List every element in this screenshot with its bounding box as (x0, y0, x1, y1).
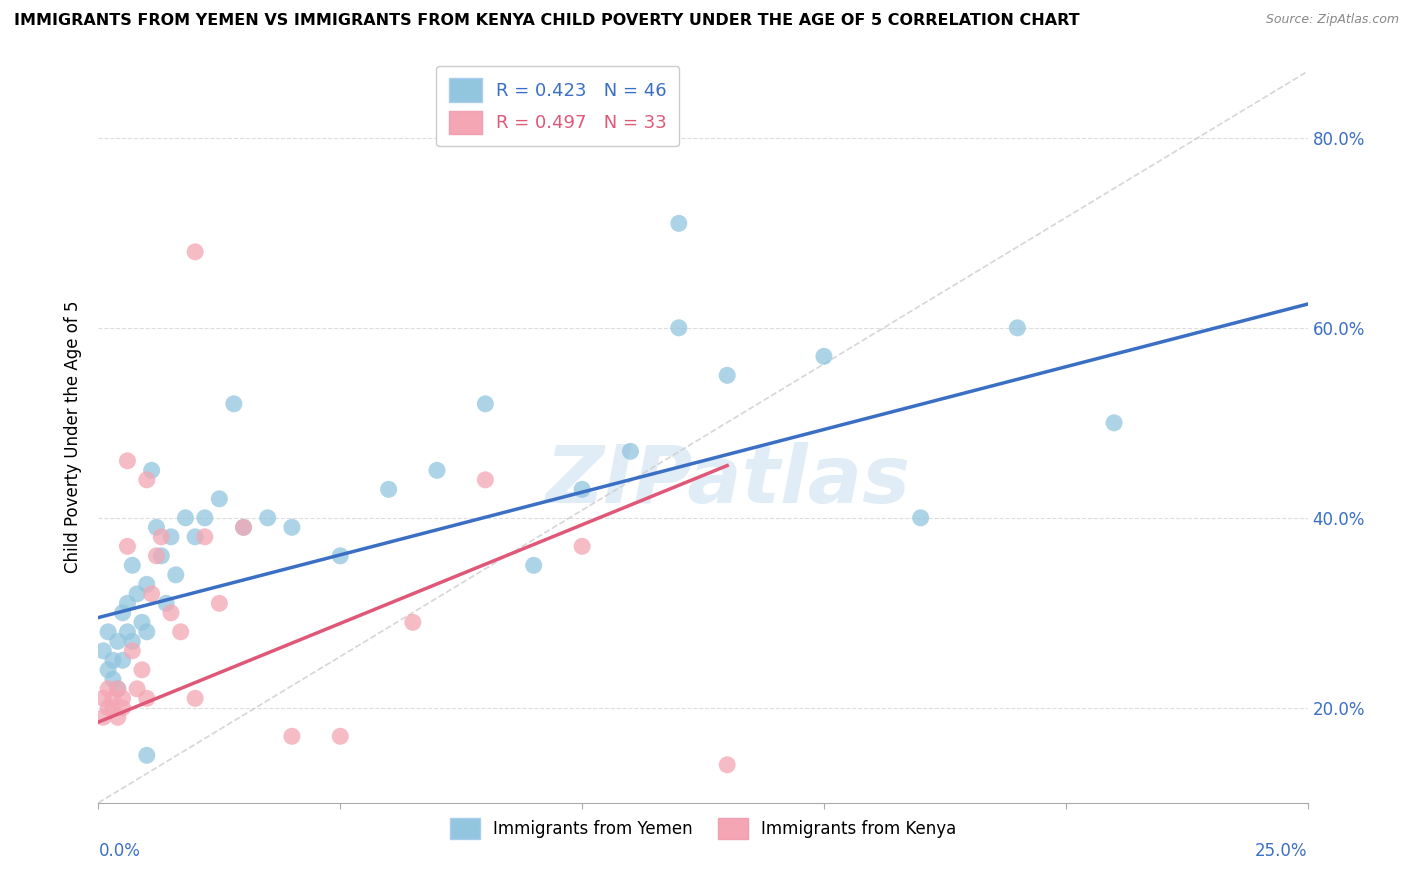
Point (377, 483, 399, 497)
Point (135, 577, 157, 591)
Point (523, 558, 546, 573)
Point (135, 748, 157, 763)
Point (716, 368, 738, 383)
Point (135, 473, 157, 487)
Point (107, 681, 129, 696)
Point (426, 463, 449, 477)
Point (668, 321, 690, 335)
Point (184, 244, 207, 259)
Point (174, 511, 197, 525)
Text: 0.0%: 0.0% (98, 842, 141, 860)
Point (141, 463, 163, 477)
Point (474, 397, 496, 411)
Point (131, 663, 153, 677)
Point (571, 539, 593, 553)
Point (155, 596, 177, 610)
Point (101, 701, 124, 715)
Point (107, 681, 129, 696)
Point (571, 483, 593, 497)
Point (329, 729, 352, 743)
Point (97, 663, 120, 677)
Point (232, 520, 254, 534)
Point (165, 567, 187, 582)
Point (813, 349, 835, 363)
Point (1007, 321, 1029, 335)
Point (117, 624, 139, 639)
Point (145, 549, 167, 563)
Point (619, 444, 641, 458)
Point (194, 511, 217, 525)
Point (208, 491, 231, 506)
Point (150, 549, 173, 563)
Point (256, 511, 278, 525)
Point (111, 701, 134, 715)
Point (716, 757, 738, 772)
Point (111, 606, 134, 620)
Point (107, 710, 129, 724)
Point (141, 587, 163, 601)
Point (169, 624, 191, 639)
Point (184, 530, 207, 544)
Point (121, 634, 143, 648)
Point (107, 634, 129, 648)
Point (117, 596, 139, 610)
Point (135, 624, 157, 639)
Text: ZIPatlas: ZIPatlas (544, 442, 910, 520)
Text: 25.0%: 25.0% (1256, 842, 1308, 860)
Point (194, 530, 217, 544)
Point (127, 587, 149, 601)
Legend: Immigrants from Yemen, Immigrants from Kenya: Immigrants from Yemen, Immigrants from K… (443, 811, 963, 846)
Point (222, 397, 245, 411)
Point (111, 691, 134, 706)
Point (117, 454, 139, 468)
Point (111, 653, 134, 667)
Point (97, 681, 120, 696)
Point (232, 520, 254, 534)
Point (1102, 416, 1125, 430)
Point (474, 473, 496, 487)
Point (402, 615, 425, 630)
Point (208, 596, 231, 610)
Text: Source: ZipAtlas.com: Source: ZipAtlas.com (1265, 13, 1399, 27)
Point (97, 624, 120, 639)
Point (145, 520, 167, 534)
Point (91, 691, 114, 706)
Point (97, 701, 120, 715)
Point (150, 530, 173, 544)
Point (910, 511, 932, 525)
Point (281, 520, 304, 534)
Point (91, 644, 114, 658)
Point (160, 606, 183, 620)
Text: IMMIGRANTS FROM YEMEN VS IMMIGRANTS FROM KENYA CHILD POVERTY UNDER THE AGE OF 5 : IMMIGRANTS FROM YEMEN VS IMMIGRANTS FROM… (14, 13, 1080, 29)
Point (101, 653, 124, 667)
Point (101, 691, 124, 706)
Point (91, 710, 114, 724)
Point (121, 644, 143, 658)
Point (160, 530, 183, 544)
Point (184, 691, 207, 706)
Point (131, 615, 153, 630)
Y-axis label: Child Poverty Under the Age of 5: Child Poverty Under the Age of 5 (65, 301, 83, 574)
Point (127, 681, 149, 696)
Point (281, 729, 304, 743)
Point (668, 216, 690, 230)
Point (121, 558, 143, 573)
Point (101, 673, 124, 687)
Point (117, 539, 139, 553)
Point (135, 691, 157, 706)
Point (329, 549, 352, 563)
